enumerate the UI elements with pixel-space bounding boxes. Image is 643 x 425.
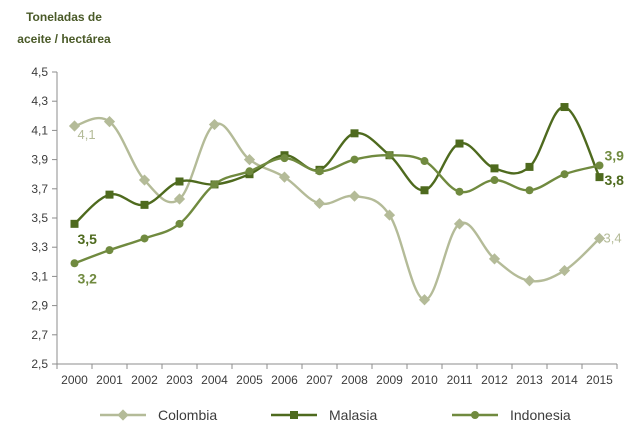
- y-tick-label: 3,7: [31, 182, 48, 196]
- y-tick-label: 3,1: [31, 269, 48, 283]
- y-tick-label: 2,7: [31, 328, 48, 342]
- x-tick-label: 2008: [341, 373, 368, 387]
- data-point-malasia: [140, 200, 149, 209]
- legend-swatch-marker-malasia: [290, 411, 298, 419]
- legend-label-indonesia: Indonesia: [510, 407, 571, 423]
- data-point-malasia: [525, 162, 534, 171]
- data-point-colombia: [138, 174, 151, 186]
- data-point-malasia: [560, 103, 569, 112]
- data-label-colombia: 4,1: [78, 127, 96, 142]
- data-point-colombia: [68, 120, 81, 132]
- data-point-colombia: [593, 232, 606, 245]
- data-point-malasia: [595, 173, 604, 182]
- chart-series: [68, 103, 606, 306]
- x-tick-label: 2009: [376, 373, 403, 387]
- x-tick-label: 2015: [586, 373, 613, 387]
- data-point-indonesia: [140, 234, 149, 243]
- data-point-colombia: [208, 118, 221, 131]
- data-point-indonesia: [455, 187, 464, 196]
- data-point-colombia: [313, 197, 326, 209]
- x-tick-label: 2007: [306, 373, 333, 387]
- y-tick-label: 3,3: [31, 240, 48, 254]
- data-point-indonesia: [420, 157, 429, 166]
- data-point-indonesia: [595, 161, 604, 170]
- data-point-colombia: [278, 171, 291, 183]
- data-point-indonesia: [525, 186, 534, 195]
- data-label-malasia: 3,5: [78, 231, 98, 247]
- data-label-malasia: 3,8: [605, 172, 625, 188]
- y-axis-title-line-1: Toneladas de: [26, 10, 102, 24]
- data-point-indonesia: [210, 180, 219, 189]
- series-line-colombia: [74, 116, 601, 301]
- chart-data-labels: 4,1 3,4 3,5 3,8 3,2 3,9: [78, 127, 625, 286]
- data-point-colombia: [383, 209, 396, 221]
- y-tick-label: 2,5: [31, 357, 48, 371]
- y-tick-label: 2,9: [31, 299, 48, 313]
- x-tick-label: 2011: [447, 373, 473, 387]
- series-colombia: [68, 116, 606, 306]
- data-point-colombia: [453, 218, 466, 230]
- data-point-colombia: [523, 275, 536, 287]
- data-point-indonesia: [175, 219, 184, 228]
- y-axis-title: Toneladas de aceite / hectárea: [4, 6, 124, 50]
- data-point-colombia: [488, 253, 501, 265]
- chart-axes: 2,5 2,7 2,9 3,1 3,3 3,5 3,7 3,9 4,1 4,3 4,5 2000 200…: [31, 65, 618, 387]
- x-tick-label: 2002: [131, 373, 158, 387]
- legend-label-colombia: Colombia: [158, 407, 217, 423]
- data-point-colombia: [103, 116, 116, 128]
- data-point-indonesia: [245, 167, 254, 176]
- y-tick-label: 4,5: [31, 65, 48, 79]
- x-tick-label: 2012: [481, 373, 508, 387]
- x-tick-label: 2014: [551, 373, 578, 387]
- x-tick-label: 2000: [61, 373, 88, 387]
- data-label-indonesia: 3,2: [78, 270, 98, 286]
- data-point-indonesia: [385, 151, 394, 160]
- x-tick-label: 2006: [271, 373, 298, 387]
- legend-item-indonesia: Indonesia: [452, 407, 571, 423]
- data-point-indonesia: [70, 259, 79, 268]
- x-tick-label: 2004: [201, 373, 228, 387]
- y-tick-label: 4,1: [31, 123, 48, 137]
- x-tick-label: 2005: [236, 373, 263, 387]
- data-point-colombia: [243, 154, 256, 166]
- legend-swatch-marker-colombia: [117, 409, 129, 421]
- data-point-indonesia: [315, 167, 324, 176]
- data-point-malasia: [490, 164, 499, 173]
- data-label-indonesia: 3,9: [605, 147, 625, 163]
- data-point-colombia: [348, 190, 361, 202]
- x-tick-label: 2013: [516, 373, 543, 387]
- chart-legend: Colombia Malasia Indonesia: [100, 407, 571, 423]
- data-point-colombia: [173, 193, 186, 205]
- x-tick-label: 2003: [166, 373, 193, 387]
- data-point-malasia: [105, 190, 114, 199]
- legend-label-malasia: Malasia: [329, 407, 377, 423]
- data-point-malasia: [175, 177, 184, 186]
- legend-swatch-marker-indonesia: [471, 411, 479, 419]
- y-tick-label: 3,9: [31, 153, 48, 167]
- data-point-indonesia: [105, 246, 114, 255]
- data-point-colombia: [418, 294, 431, 306]
- data-point-indonesia: [560, 170, 569, 179]
- data-point-indonesia: [280, 154, 289, 163]
- data-point-colombia: [558, 264, 571, 277]
- data-point-malasia: [350, 129, 359, 138]
- x-tick-label: 2001: [96, 373, 123, 387]
- y-tick-label: 4,3: [31, 94, 48, 108]
- data-point-indonesia: [350, 155, 359, 164]
- y-tick-label: 3,5: [31, 211, 48, 225]
- legend-item-colombia: Colombia: [100, 407, 217, 423]
- data-point-malasia: [420, 186, 429, 195]
- y-axis-title-line-2: aceite / hectárea: [17, 32, 111, 46]
- data-point-malasia: [455, 139, 464, 148]
- x-tick-label: 2010: [411, 373, 438, 387]
- series-indonesia: [70, 151, 604, 268]
- legend-item-malasia: Malasia: [271, 407, 377, 423]
- data-point-indonesia: [490, 176, 499, 185]
- data-point-malasia: [70, 219, 79, 228]
- series-line-indonesia: [74, 154, 600, 265]
- data-label-colombia: 3,4: [604, 230, 622, 245]
